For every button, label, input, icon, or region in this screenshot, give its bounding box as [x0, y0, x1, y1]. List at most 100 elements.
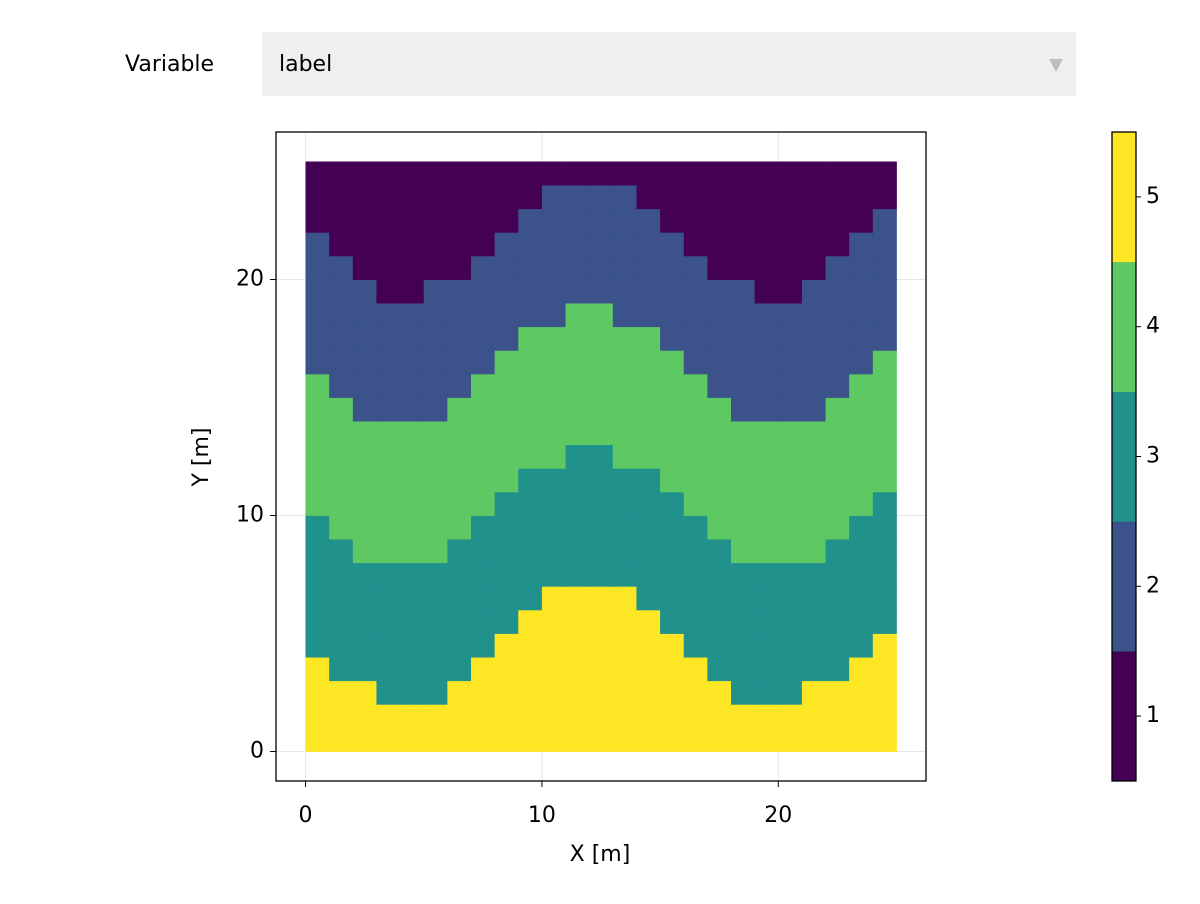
- heatmap-cell: [329, 421, 354, 446]
- heatmap-cell: [423, 704, 448, 729]
- heatmap-cell: [423, 255, 448, 280]
- heatmap-cell: [541, 161, 566, 186]
- heatmap-cell: [754, 468, 779, 493]
- heatmap-cell: [376, 633, 401, 658]
- heatmap-cell: [731, 491, 756, 516]
- heatmap-cell: [825, 279, 850, 304]
- heatmap-cell: [636, 727, 661, 752]
- heatmap-cell: [849, 397, 874, 422]
- heatmap-cell: [541, 727, 566, 752]
- heatmap-cell: [423, 515, 448, 540]
- heatmap-cell: [471, 303, 496, 328]
- heatmap-cell: [305, 232, 330, 257]
- heatmap-cell: [778, 373, 803, 398]
- heatmap-cell: [471, 657, 496, 682]
- colorbar-segment: [1112, 132, 1136, 263]
- heatmap-cell: [872, 373, 897, 398]
- heatmap-cell: [589, 421, 614, 446]
- heatmap-cell: [849, 468, 874, 493]
- heatmap-cell: [447, 208, 472, 233]
- heatmap-cell: [801, 161, 826, 186]
- heatmap-cell: [471, 208, 496, 233]
- heatmap-cell: [518, 727, 543, 752]
- heatmap-cell: [471, 185, 496, 210]
- heatmap-cell: [731, 373, 756, 398]
- heatmap-cell: [494, 680, 519, 705]
- heatmap-cell: [541, 303, 566, 328]
- heatmap-cell: [518, 373, 543, 398]
- y-tick-label: 0: [250, 739, 264, 764]
- heatmap-cell: [825, 326, 850, 351]
- heatmap-cell: [660, 468, 685, 493]
- heatmap-cell: [541, 279, 566, 304]
- heatmap-cell: [849, 727, 874, 752]
- heatmap-cell: [447, 633, 472, 658]
- heatmap-cell: [636, 185, 661, 210]
- heatmap-cell: [825, 704, 850, 729]
- heatmap-cell: [825, 397, 850, 422]
- heatmap-cell: [731, 586, 756, 611]
- dropdown-arrow[interactable]: [1049, 59, 1063, 72]
- heatmap-cell: [754, 161, 779, 186]
- heatmap-cell: [825, 303, 850, 328]
- heatmap-cell: [447, 586, 472, 611]
- heatmap-cell: [447, 232, 472, 257]
- heatmap-cell: [731, 350, 756, 375]
- heatmap-cell: [305, 303, 330, 328]
- heatmap-cell: [754, 232, 779, 257]
- dropdown[interactable]: label: [262, 32, 1076, 96]
- heatmap-cell: [683, 279, 708, 304]
- heatmap-cell: [754, 539, 779, 564]
- heatmap-cell: [352, 350, 377, 375]
- heatmap-cell: [778, 633, 803, 658]
- heatmap-cell: [376, 232, 401, 257]
- heatmap-cell: [589, 373, 614, 398]
- heatmap-cell: [849, 704, 874, 729]
- heatmap-cell: [801, 562, 826, 587]
- heatmap-cell: [801, 255, 826, 280]
- heatmap-cell: [447, 279, 472, 304]
- heatmap-cell: [352, 303, 377, 328]
- heatmap-cell: [352, 657, 377, 682]
- heatmap-cell: [683, 350, 708, 375]
- heatmap-cell: [400, 704, 425, 729]
- heatmap-cell: [352, 609, 377, 634]
- heatmap-cell: [447, 303, 472, 328]
- heatmap-cell: [400, 326, 425, 351]
- heatmap-cell: [376, 397, 401, 422]
- heatmap-cell: [612, 680, 637, 705]
- heatmap-cell: [849, 185, 874, 210]
- axes-frame: [275, 131, 927, 782]
- heatmap-cell: [754, 609, 779, 634]
- heatmap-cell: [872, 704, 897, 729]
- heatmap-cell: [801, 515, 826, 540]
- heatmap-cell: [589, 680, 614, 705]
- heatmap-cell: [400, 515, 425, 540]
- heatmap-cell: [636, 208, 661, 233]
- heatmap-cell: [636, 373, 661, 398]
- heatmap-cell: [565, 539, 590, 564]
- heatmap-cell: [447, 161, 472, 186]
- heatmap-cell: [707, 373, 732, 398]
- dropdown-value[interactable]: label: [279, 52, 332, 77]
- heatmap-cell: [565, 468, 590, 493]
- dropdown-box[interactable]: [262, 32, 1076, 96]
- heatmap-cell: [872, 185, 897, 210]
- x-tick-label: 0: [299, 803, 313, 828]
- colorbar-tick-label: 5: [1146, 184, 1160, 209]
- heatmap-cell: [494, 161, 519, 186]
- heatmap-cell: [329, 373, 354, 398]
- heatmap-cell: [731, 208, 756, 233]
- heatmap-cell: [683, 586, 708, 611]
- heatmap-cell: [494, 208, 519, 233]
- colorbar-tick-label: 2: [1146, 573, 1160, 598]
- heatmap-cell: [471, 515, 496, 540]
- colorbar-tick-label: 3: [1146, 444, 1160, 469]
- heatmap-cell: [660, 657, 685, 682]
- heatmap-cell: [352, 421, 377, 446]
- heatmap-cell: [849, 373, 874, 398]
- heatmap-cell: [565, 680, 590, 705]
- heatmap-cell: [589, 539, 614, 564]
- heatmap-cell: [825, 515, 850, 540]
- heatmap-cell: [872, 562, 897, 587]
